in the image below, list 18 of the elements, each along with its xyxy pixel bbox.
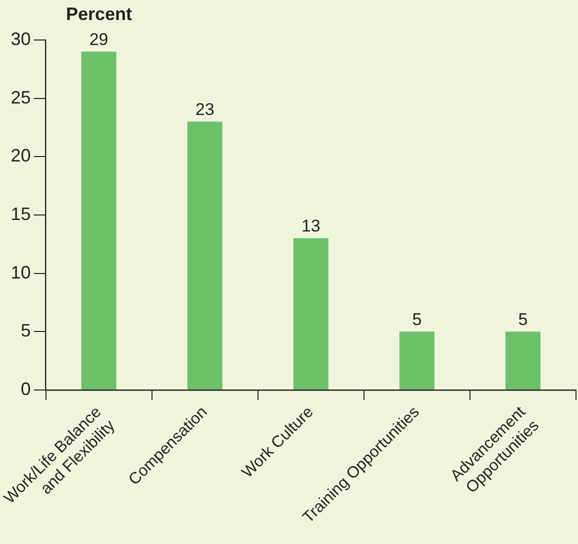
data-label: 13 — [301, 216, 320, 236]
y-tick-label: 10 — [10, 262, 31, 282]
bar — [187, 122, 222, 390]
data-label: 5 — [518, 310, 528, 329]
y-axis-title: Percent — [66, 4, 132, 24]
y-tick-label: 20 — [10, 146, 31, 166]
y-tick-label: 0 — [20, 378, 31, 399]
y-tick-label: 15 — [10, 204, 31, 224]
y-tick-label: 30 — [10, 28, 31, 49]
data-label: 23 — [195, 100, 214, 119]
bar — [505, 332, 540, 390]
y-tick-label: 5 — [20, 320, 31, 341]
data-label: 29 — [89, 30, 108, 49]
data-label: 5 — [412, 310, 422, 329]
bar — [293, 238, 328, 390]
bar — [81, 52, 116, 390]
bar — [399, 332, 434, 390]
y-tick-label: 25 — [10, 87, 31, 108]
